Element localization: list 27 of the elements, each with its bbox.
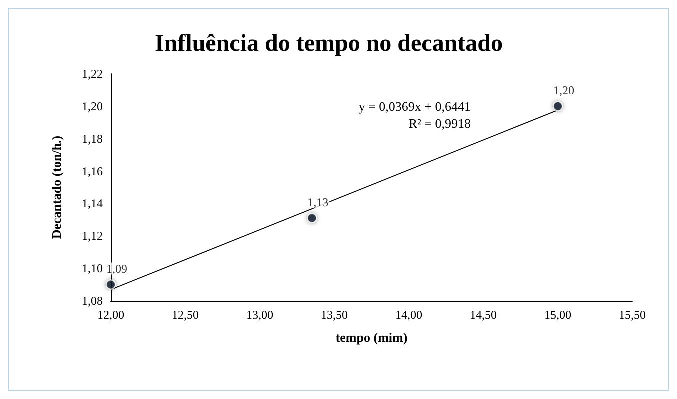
x-tick-label: 15,00: [544, 308, 572, 322]
y-tick-label: 1,20: [82, 99, 103, 114]
x-tick-label: 14,00: [396, 308, 422, 322]
x-tick-label: 12,00: [98, 308, 124, 322]
x-tick-label: 15,50: [619, 308, 646, 322]
x-tick-label: 13,50: [321, 308, 348, 322]
y-tick-label: 1,10: [82, 262, 103, 276]
y-tick-label: 1,22: [82, 67, 103, 81]
data-label: 1,09: [106, 262, 128, 276]
y-tick-label: 1,12: [82, 229, 103, 244]
annotation: R² = 0,9918: [408, 116, 472, 131]
x-tick-label: 14,50: [470, 308, 497, 322]
y-axis-title: Decantado (ton/h.): [49, 136, 64, 240]
point: [553, 101, 563, 112]
x-tick-label: 13,00: [246, 308, 274, 322]
y-tick-label: 1,08: [82, 294, 103, 308]
x-axis-title: tempo (mim): [336, 330, 408, 345]
chart-title: Influência do tempo no decantado: [154, 31, 504, 57]
y-tick-label: 1,14: [82, 196, 103, 211]
data-label: 1,13: [308, 195, 329, 210]
y-tick-label: 1,16: [82, 164, 103, 178]
x-tick-label: 12,50: [172, 308, 199, 322]
point: [307, 213, 318, 224]
point: [106, 280, 116, 290]
annotation: y = 0,0369x + 0,6441: [358, 99, 472, 114]
data-label: 1,20: [554, 83, 574, 98]
y-tick-label: 1,18: [82, 132, 103, 146]
